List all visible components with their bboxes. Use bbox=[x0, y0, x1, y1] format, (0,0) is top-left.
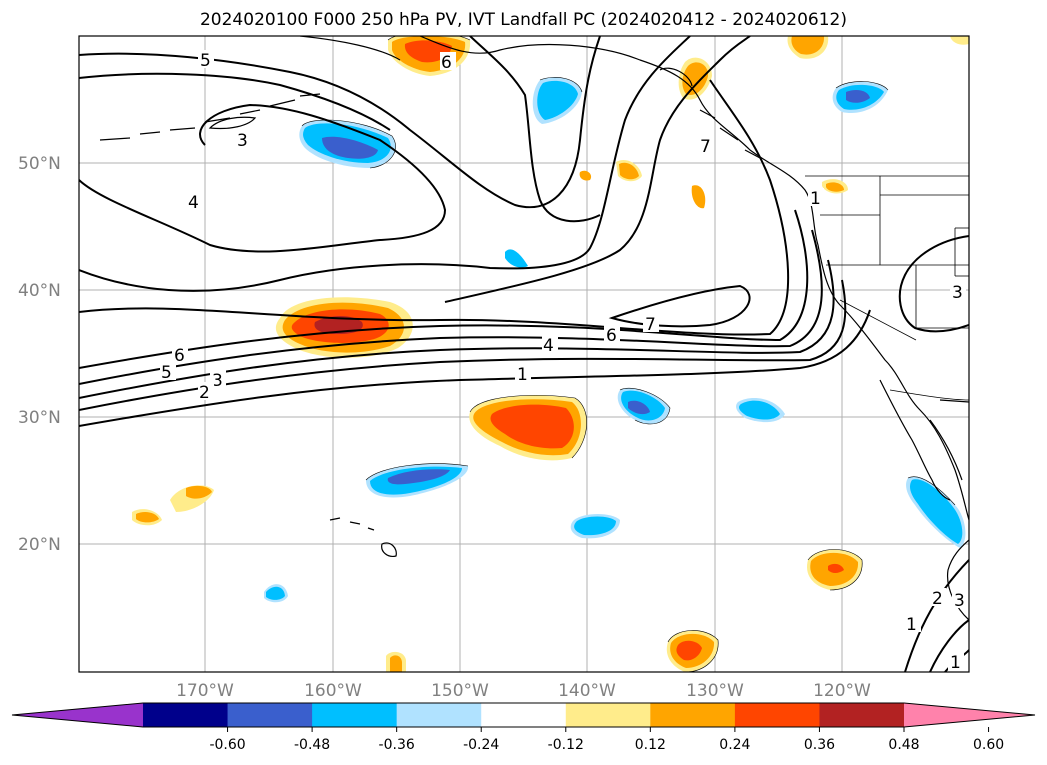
patch-positive bbox=[826, 182, 844, 192]
patch-negative bbox=[910, 479, 963, 544]
colorbar-tick-label: -0.60 bbox=[209, 737, 245, 753]
contour-labels: 5 3 4 6 7 6 5 3 2 6 4 1 7 1 bbox=[160, 50, 968, 673]
contour-label: 6 bbox=[174, 346, 185, 366]
patch-positive bbox=[390, 655, 402, 672]
contour-label: 3 bbox=[952, 283, 963, 303]
colorbar-tick-label: -0.12 bbox=[548, 737, 584, 753]
ivt-contours bbox=[301, 36, 956, 672]
lon-label: 160°W bbox=[304, 681, 362, 701]
colorbar-segment bbox=[565, 703, 651, 727]
contour-label: 1 bbox=[906, 615, 917, 635]
colorbar-tick-label: 0.36 bbox=[804, 737, 835, 753]
colorbar-extend-high bbox=[904, 703, 1035, 727]
coastlines bbox=[99, 36, 969, 621]
colorbar: -0.60 -0.48 -0.36 -0.24 -0.12 0.12 0.24 0.36 0.4… bbox=[11, 702, 1036, 753]
colorbar-tick-label: 0.24 bbox=[719, 737, 750, 753]
patch-positive bbox=[828, 563, 844, 573]
longitude-labels: 170°W 160°W 150°W 140°W 130°W 120°W bbox=[176, 681, 871, 701]
patch-negative bbox=[574, 516, 616, 536]
lon-label: 130°W bbox=[686, 681, 744, 701]
patch-negative bbox=[387, 469, 450, 485]
patch-positive bbox=[136, 511, 159, 523]
lon-label: 140°W bbox=[558, 681, 616, 701]
shaded-patches bbox=[132, 36, 969, 672]
colorbar-tick-label: 0.48 bbox=[888, 737, 919, 753]
patch-positive bbox=[314, 316, 363, 334]
colorbar-segment bbox=[312, 703, 398, 727]
colorbar-tick-label: -0.24 bbox=[463, 737, 499, 753]
patch-positive bbox=[950, 36, 969, 45]
lat-label: 30°N bbox=[18, 408, 61, 428]
colorbar-tick-label: -0.48 bbox=[294, 737, 330, 753]
patch-negative bbox=[322, 136, 378, 159]
contour-label: 3 bbox=[237, 131, 248, 151]
lat-label: 50°N bbox=[18, 154, 61, 174]
contour-label: 1 bbox=[517, 365, 528, 385]
patch-negative bbox=[846, 90, 870, 103]
lat-label: 40°N bbox=[18, 281, 61, 301]
contour-label: 2 bbox=[199, 383, 210, 403]
lon-label: 150°W bbox=[431, 681, 489, 701]
patch-positive bbox=[682, 62, 709, 95]
colorbar-segment bbox=[734, 703, 820, 727]
contour-label: 3 bbox=[212, 371, 223, 391]
contour-label: 1 bbox=[950, 653, 961, 673]
patch-negative bbox=[537, 80, 578, 120]
borders bbox=[805, 175, 969, 401]
lon-label: 120°W bbox=[813, 681, 871, 701]
patch-positive bbox=[186, 485, 212, 499]
patch-positive bbox=[619, 162, 639, 180]
latitude-labels: 50°N 40°N 30°N 20°N bbox=[18, 154, 61, 555]
lon-label: 170°W bbox=[176, 681, 234, 701]
contour-label: 5 bbox=[161, 363, 172, 383]
contour-label: 3 bbox=[954, 591, 965, 611]
patch-negative bbox=[739, 400, 780, 420]
colorbar-segment bbox=[396, 703, 482, 727]
patch-negative bbox=[266, 586, 285, 600]
patch-positive bbox=[579, 170, 592, 181]
patch-positive bbox=[691, 185, 706, 209]
colorbar-extend-low bbox=[12, 703, 143, 727]
patch-positive bbox=[490, 404, 574, 449]
colorbar-segment bbox=[481, 703, 567, 727]
patch-negative bbox=[505, 249, 528, 268]
contour-label: 4 bbox=[543, 336, 554, 356]
contour-label: 5 bbox=[200, 51, 211, 71]
colorbar-segment bbox=[143, 703, 229, 727]
colorbar-tick-label: 0.12 bbox=[635, 737, 666, 753]
colorbar-segment bbox=[819, 703, 905, 727]
map-frame bbox=[78, 35, 970, 673]
contour-label: 6 bbox=[441, 53, 452, 73]
patch-positive bbox=[791, 36, 825, 55]
patch-negative bbox=[628, 400, 650, 415]
contour-label: 4 bbox=[188, 193, 199, 213]
lat-label: 20°N bbox=[18, 535, 61, 555]
colorbar-tick-label: 0.60 bbox=[973, 737, 1004, 753]
colorbar-segment bbox=[227, 703, 313, 727]
patch-positive bbox=[676, 640, 702, 661]
colorbar-tick-label: -0.36 bbox=[379, 737, 415, 753]
colorbar-segment bbox=[650, 703, 736, 727]
contour-label: 1 bbox=[810, 189, 821, 209]
contour-label: 6 bbox=[606, 326, 617, 346]
contour-label: 7 bbox=[645, 315, 656, 335]
contour-label: 7 bbox=[700, 137, 711, 157]
colorbar-outline bbox=[11, 702, 1036, 728]
map-title: 2024020100 F000 250 hPa PV, IVT Landfall… bbox=[199, 10, 847, 30]
contour-label: 2 bbox=[932, 589, 943, 609]
